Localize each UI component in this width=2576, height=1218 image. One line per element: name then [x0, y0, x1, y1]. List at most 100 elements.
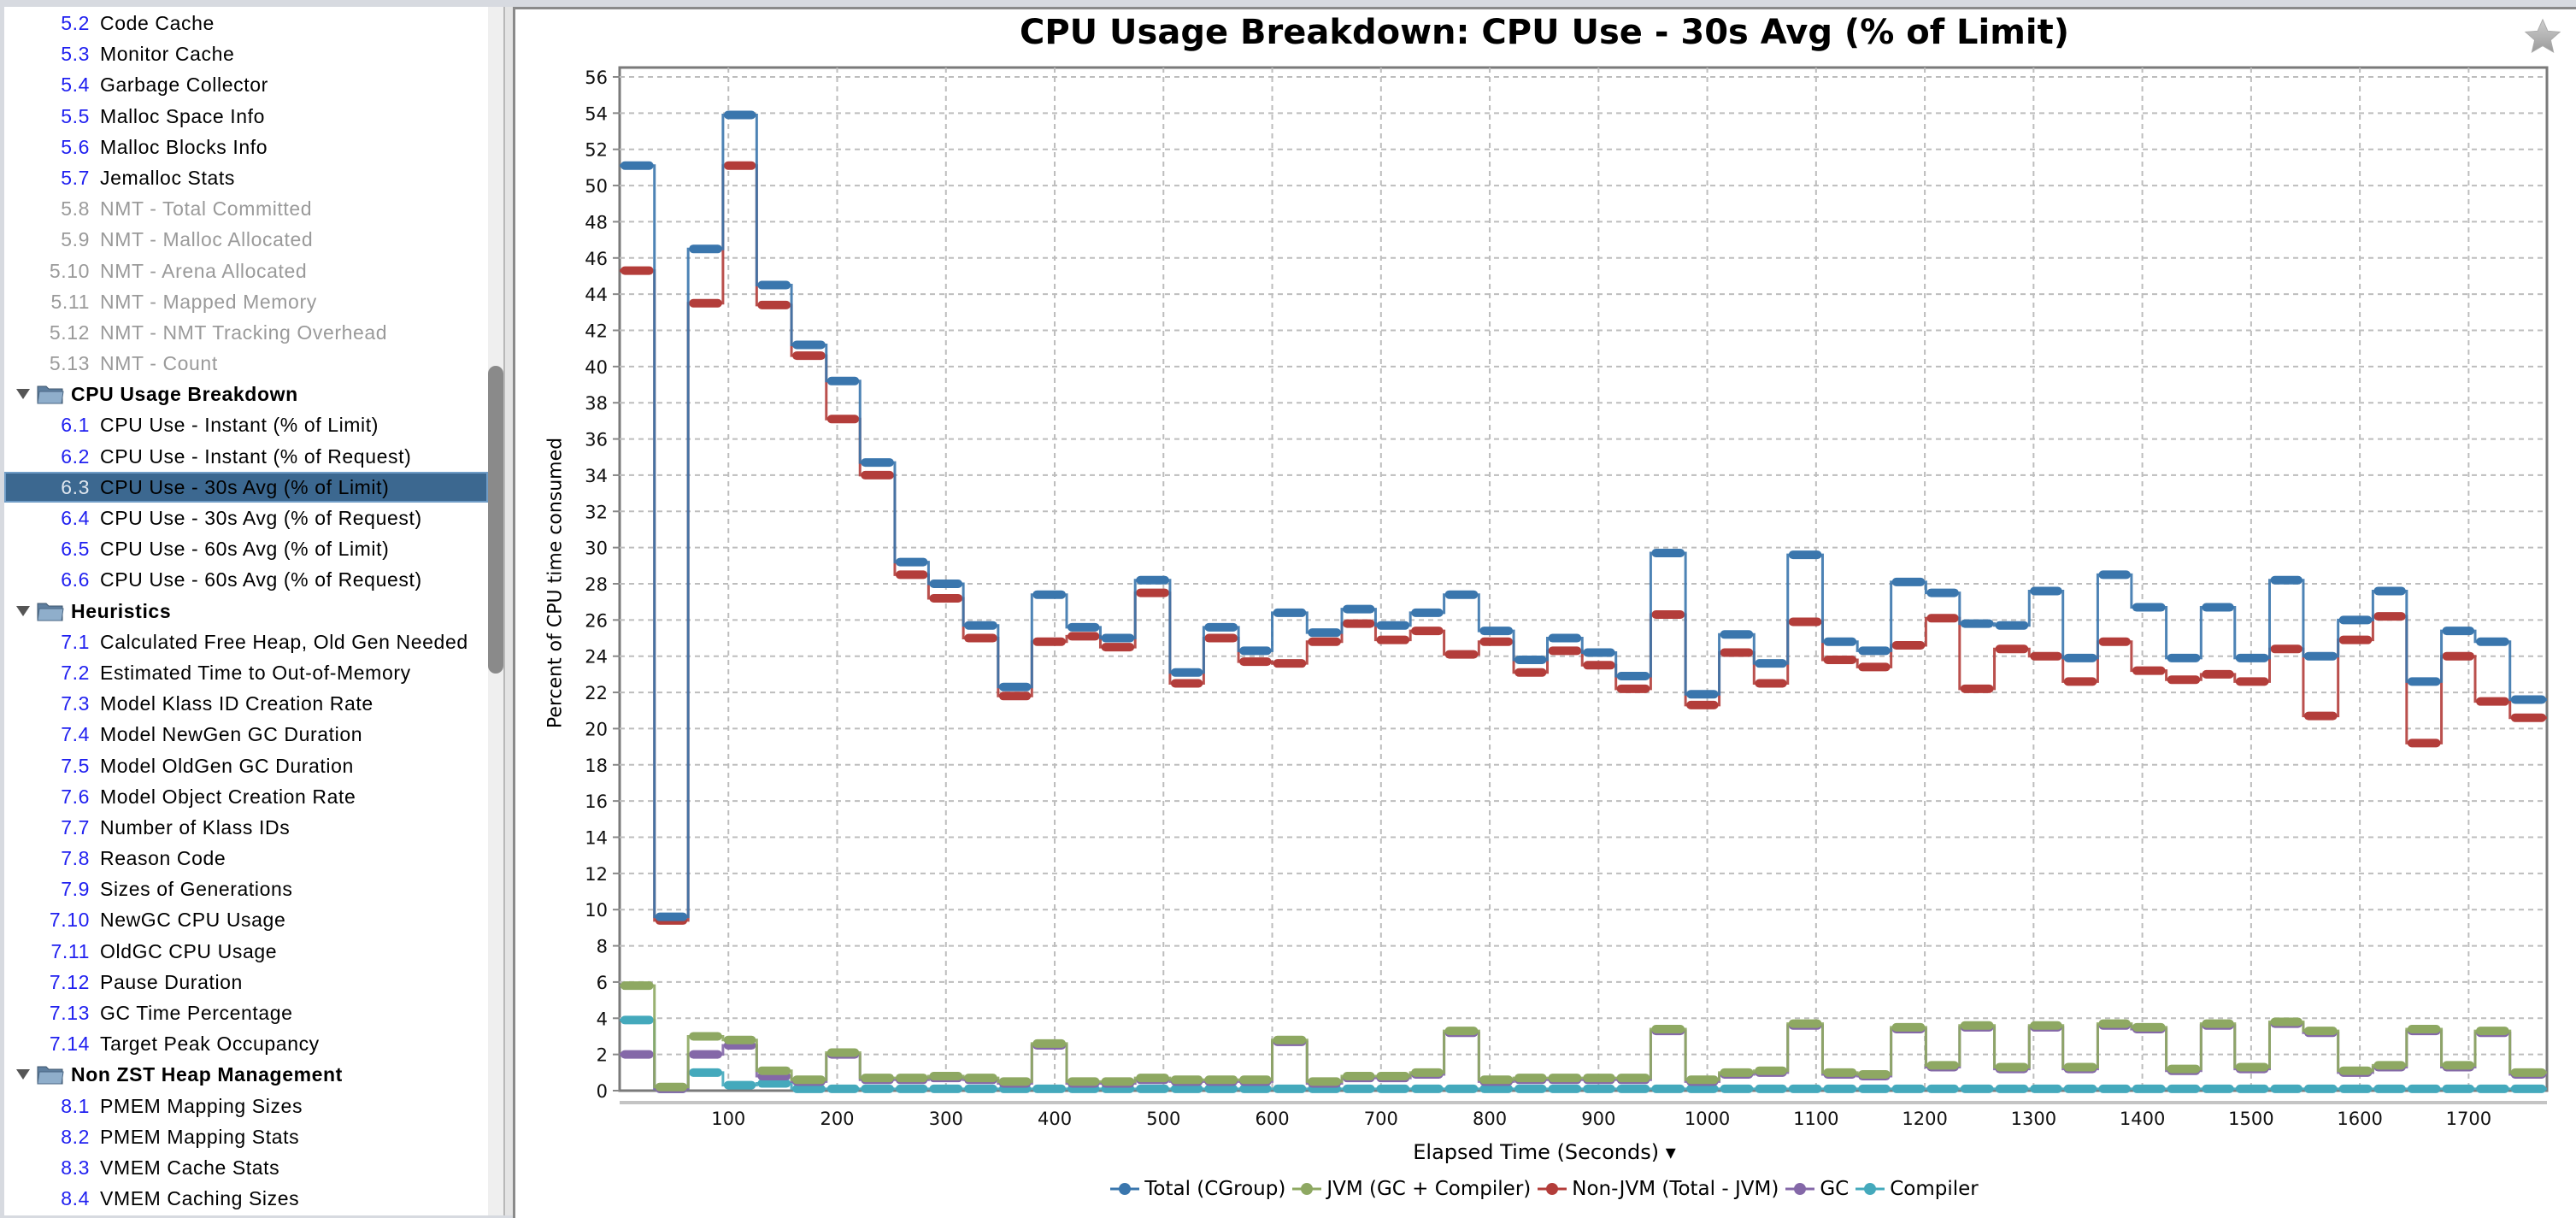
tree-item[interactable]: 6.4 CPU Use - 30s Avg (% of Request): [4, 503, 488, 533]
triangle-down-icon[interactable]: [16, 605, 30, 616]
y-tick-label: 2: [597, 1045, 608, 1066]
item-label: CPU Usage Breakdown: [71, 383, 298, 406]
tree-item[interactable]: 5.11 NMT - Mapped Memory: [4, 286, 488, 317]
legend-item[interactable]: GC: [1785, 1178, 1849, 1200]
item-number: 7.2: [61, 661, 90, 684]
item-label: Jemalloc Stats: [100, 166, 235, 189]
tree-item[interactable]: 8.2 PMEM Mapping Stats: [4, 1121, 488, 1152]
tree-item[interactable]: 7.9 Sizes of Generations: [4, 874, 488, 904]
tree-item[interactable]: 5.8 NMT - Total Committed: [4, 193, 488, 224]
legend-marker-icon: [1785, 1183, 1815, 1195]
x-tick-label: 1500: [2228, 1109, 2273, 1129]
tree-folder[interactable]: CPU Usage Breakdown: [4, 379, 488, 409]
tree-item[interactable]: 5.4 Garbage Collector: [4, 69, 488, 100]
split-pane-divider[interactable]: [503, 7, 514, 1215]
item-label: CPU Use - 30s Avg (% of Limit): [100, 475, 390, 498]
tree-item[interactable]: 7.2 Estimated Time to Out-of-Memory: [4, 657, 488, 688]
legend-label: Total (CGroup): [1144, 1178, 1286, 1200]
item-number: 7.7: [61, 815, 90, 838]
tree-item[interactable]: 5.2 Code Cache: [4, 8, 488, 38]
y-tick-label: 48: [585, 212, 608, 232]
legend-item[interactable]: Compiler: [1856, 1178, 1979, 1200]
tree-item[interactable]: 6.2 CPU Use - Instant (% of Request): [4, 441, 488, 472]
sidebar-tree[interactable]: 5.2 Code Cache 5.3 Monitor Cache 5.4 Garbage …: [4, 7, 488, 1215]
tree-item[interactable]: 5.13 NMT - Count: [4, 348, 488, 379]
item-number: 7.9: [61, 878, 90, 901]
tree-item[interactable]: 8.3 VMEM Cache Stats: [4, 1152, 488, 1183]
x-tick-label: 1200: [1902, 1109, 1947, 1129]
tree-item[interactable]: 5.9 NMT - Malloc Allocated: [4, 224, 488, 255]
y-tick-label: 34: [585, 466, 608, 486]
item-number: 6.1: [61, 414, 90, 437]
item-label: NMT - Count: [100, 352, 218, 375]
tree-folder[interactable]: Heuristics: [4, 596, 488, 627]
legend-marker-icon: [1856, 1183, 1885, 1195]
tree-item[interactable]: 8.1 PMEM Mapping Sizes: [4, 1091, 488, 1121]
tree-item[interactable]: 7.12 Pause Duration: [4, 967, 488, 997]
y-tick-label: 56: [585, 68, 608, 88]
x-tick-label: 500: [1146, 1109, 1180, 1129]
tree-item[interactable]: 5.3 Monitor Cache: [4, 38, 488, 69]
x-axis-label: Elapsed Time (Seconds): [1413, 1140, 1660, 1164]
item-number: 8.2: [61, 1125, 90, 1148]
tree-item[interactable]: 6.1 CPU Use - Instant (% of Limit): [4, 409, 488, 440]
tree-item[interactable]: 7.8 Reason Code: [4, 843, 488, 874]
tree-item[interactable]: 5.6 Malloc Blocks Info: [4, 132, 488, 162]
chart-title: CPU Usage Breakdown: CPU Use - 30s Avg (…: [1019, 13, 2070, 52]
folder-icon: [37, 1066, 64, 1085]
tree-item[interactable]: 6.5 CPU Use - 60s Avg (% of Limit): [4, 533, 488, 564]
y-tick-label: 14: [585, 828, 608, 849]
legend-marker-icon: [1538, 1183, 1567, 1195]
legend-item[interactable]: Non-JVM (Total - JVM): [1538, 1178, 1779, 1200]
y-tick-label: 44: [585, 285, 608, 305]
item-label: NMT - NMT Tracking Overhead: [100, 321, 388, 344]
tree-item[interactable]: 7.13 GC Time Percentage: [4, 997, 488, 1028]
tree-item[interactable]: 7.10 NewGC CPU Usage: [4, 904, 488, 935]
tree-item[interactable]: 7.6 Model Object Creation Rate: [4, 781, 488, 812]
tree-item[interactable]: 7.11 OldGC CPU Usage: [4, 936, 488, 967]
tree-item[interactable]: 5.7 Jemalloc Stats: [4, 162, 488, 193]
caret-down-icon: ▾: [1665, 1140, 1676, 1164]
tree-item[interactable]: 7.4 Model NewGen GC Duration: [4, 719, 488, 750]
tree-item[interactable]: 7.1 Calculated Free Heap, Old Gen Needed: [4, 627, 488, 657]
tree-folder[interactable]: Non ZST Heap Management: [4, 1059, 488, 1090]
item-number: 7.1: [61, 630, 90, 653]
tree-item[interactable]: 5.5 Malloc Space Info: [4, 101, 488, 132]
item-label: Malloc Space Info: [100, 104, 266, 127]
item-number: 5.9: [61, 228, 90, 251]
y-tick-label: 8: [597, 937, 608, 957]
item-number: 7.8: [61, 847, 90, 870]
triangle-down-icon[interactable]: [16, 1069, 30, 1080]
tree-item[interactable]: 6.6 CPU Use - 60s Avg (% of Request): [4, 564, 488, 595]
tree-item[interactable]: 5.10 NMT - Arena Allocated: [4, 256, 488, 286]
y-tick-label: 18: [585, 756, 608, 776]
legend-item[interactable]: JVM (GC + Compiler): [1292, 1178, 1531, 1200]
tree-item[interactable]: 7.14 Target Peak Occupancy: [4, 1028, 488, 1059]
item-number: 8.4: [61, 1187, 90, 1210]
tree-item[interactable]: 8.4 VMEM Caching Sizes: [4, 1183, 488, 1214]
item-number: 6.2: [61, 444, 90, 468]
star-icon[interactable]: [2523, 17, 2562, 56]
item-label: PMEM Mapping Stats: [100, 1125, 300, 1148]
item-label: Reason Code: [100, 847, 226, 870]
tree-item[interactable]: 7.7 Number of Klass IDs: [4, 812, 488, 843]
item-label: NewGC CPU Usage: [100, 909, 286, 932]
item-label: Garbage Collector: [100, 74, 268, 97]
sidebar-scrollbar-thumb[interactable]: [488, 366, 503, 674]
item-number: 7.4: [61, 723, 90, 746]
tree-item[interactable]: 7.3 Model Klass ID Creation Rate: [4, 688, 488, 719]
tree-item[interactable]: 5.12 NMT - NMT Tracking Overhead: [4, 317, 488, 348]
item-number: 5.2: [61, 12, 90, 34]
x-tick-label: 700: [1364, 1109, 1398, 1129]
legend-item[interactable]: Total (CGroup): [1110, 1178, 1285, 1200]
tree-item[interactable]: 7.5 Model OldGen GC Duration: [4, 750, 488, 781]
x-axis-label-button[interactable]: Elapsed Time (Seconds) ▾: [513, 1140, 2576, 1164]
item-label: PMEM Mapping Sizes: [100, 1094, 303, 1117]
folder-icon: [37, 385, 64, 404]
tree-item[interactable]: 6.3 CPU Use - 30s Avg (% of Limit): [4, 471, 488, 503]
item-label: Malloc Blocks Info: [100, 135, 268, 158]
triangle-down-icon[interactable]: [16, 389, 30, 400]
y-tick-label: 36: [585, 430, 608, 450]
y-tick-label: 42: [585, 321, 608, 342]
